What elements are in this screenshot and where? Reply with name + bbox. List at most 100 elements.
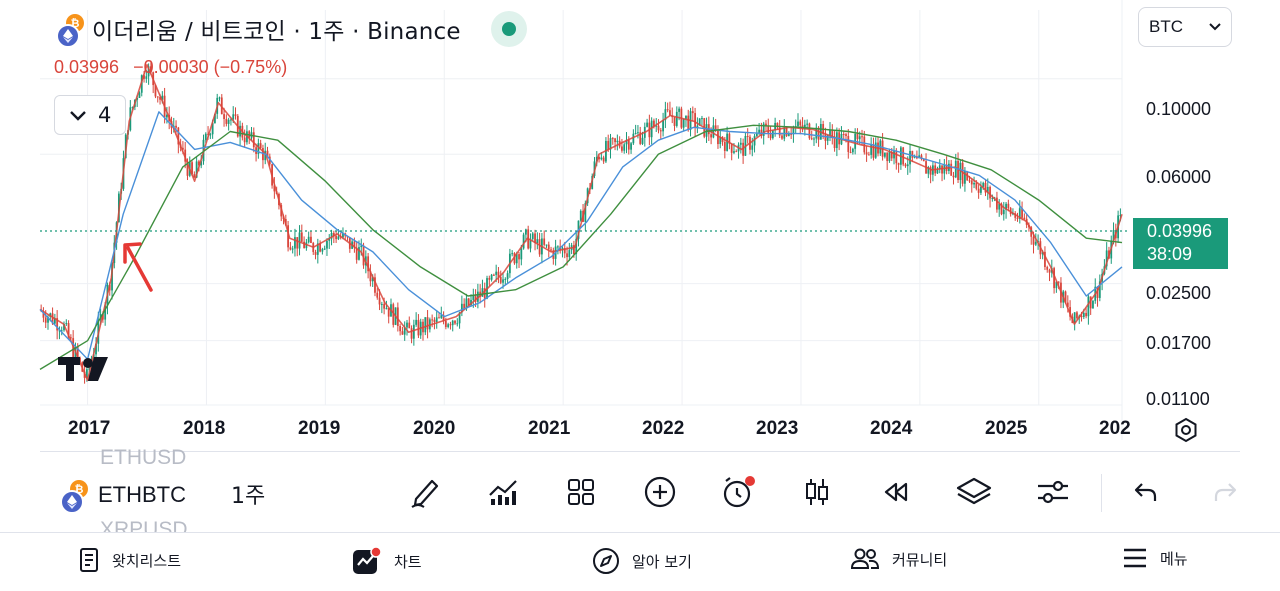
candle-body <box>303 241 305 249</box>
candle-body <box>888 151 891 162</box>
layout-grid-icon[interactable] <box>561 472 601 512</box>
undo-icon[interactable] <box>1126 472 1166 512</box>
candle-body <box>403 327 406 335</box>
symbol-next[interactable]: XRPUSD <box>100 518 188 532</box>
candle-body <box>1066 302 1069 308</box>
candle-body <box>316 243 319 255</box>
candle-body <box>376 292 379 298</box>
candle-body <box>929 167 932 175</box>
candle-body <box>792 127 795 135</box>
nav-community[interactable]: 커뮤니티 <box>850 547 947 571</box>
candle-body <box>85 369 88 378</box>
candle-body <box>1064 291 1067 303</box>
candle-body <box>973 182 975 185</box>
indicators-toggle-button[interactable]: 4 <box>54 95 126 135</box>
candle-body <box>787 133 790 136</box>
nav-explore[interactable]: 알아 보기 <box>592 547 692 575</box>
candle-body <box>776 122 779 128</box>
candle-body <box>687 115 690 130</box>
candle-body <box>58 330 61 332</box>
candle-body <box>47 316 49 323</box>
symbol-picker[interactable]: ETHUSD ₿ ETHBTC XRPUSD <box>58 446 218 532</box>
candle-body <box>806 123 809 125</box>
time-axis-label: 2018 <box>183 418 226 439</box>
symbol-current[interactable]: ₿ ETHBTC <box>58 480 186 514</box>
candle-body <box>655 125 658 127</box>
candle-body <box>735 151 738 153</box>
candle-body <box>982 182 985 187</box>
candle-body <box>922 159 925 162</box>
candle-body <box>410 328 413 339</box>
candle-body <box>252 132 255 148</box>
nav-menu[interactable]: 메뉴 <box>1122 547 1188 569</box>
candle-body <box>950 163 953 176</box>
candle-body <box>573 245 575 255</box>
candle-body <box>858 136 861 140</box>
candle-body <box>488 278 491 280</box>
time-axis-label: 2024 <box>870 418 913 439</box>
layers-icon[interactable] <box>954 472 994 512</box>
market-status-indicator[interactable] <box>491 11 527 47</box>
candle-body <box>765 123 767 126</box>
candle-body <box>733 151 735 153</box>
candle-body <box>632 133 635 144</box>
candle-body <box>314 252 317 255</box>
price-chart[interactable] <box>0 0 1280 452</box>
candle-body <box>467 298 470 306</box>
currency-select[interactable]: BTC <box>1138 7 1232 47</box>
nav-chart[interactable]: 차트 <box>352 547 422 575</box>
candle-body <box>362 245 365 266</box>
alert-clock-icon[interactable] <box>718 472 758 512</box>
tradingview-logo <box>58 357 108 381</box>
candle-body <box>701 118 703 120</box>
replay-icon[interactable] <box>876 472 916 512</box>
interval-button[interactable]: 1주 <box>231 484 266 509</box>
candle-body <box>515 254 518 264</box>
candle-body <box>911 150 914 158</box>
candle-body <box>874 142 877 158</box>
candle-body <box>442 315 445 321</box>
candle-body <box>456 323 459 325</box>
candle-body <box>353 241 356 248</box>
candle-body <box>358 247 360 260</box>
indicators-icon[interactable] <box>483 472 523 512</box>
add-icon[interactable] <box>640 472 680 512</box>
candle-body <box>646 122 648 127</box>
candle-body <box>813 138 815 140</box>
chart-settings-icon[interactable] <box>1172 416 1200 444</box>
candle-body <box>817 127 820 140</box>
candle-body <box>227 119 230 124</box>
settings-sliders-icon[interactable] <box>1033 472 1073 512</box>
candle-body <box>568 250 571 258</box>
candle-body <box>547 244 550 250</box>
symbol-header[interactable]: ₿ 이더리움 / 비트코인 · 1주 · Binance <box>54 12 461 48</box>
candle-body <box>1044 251 1046 267</box>
candle-body <box>584 203 587 222</box>
candle-body <box>177 127 180 145</box>
candle-body <box>758 129 761 134</box>
candle-body <box>842 134 845 136</box>
time-axis-label: 202 <box>1099 418 1131 439</box>
candle-body <box>1034 241 1037 245</box>
candle-body <box>961 162 964 184</box>
candle-body <box>266 150 269 157</box>
chevron-down-icon <box>1209 23 1221 31</box>
candle-body <box>323 248 326 250</box>
candle-body <box>307 236 310 243</box>
candle-body <box>156 96 159 98</box>
candle-body <box>664 109 667 120</box>
pencil-icon[interactable] <box>405 472 445 512</box>
coin-pair-icon: ₿ <box>54 14 86 48</box>
candle-body <box>65 323 68 325</box>
nav-watchlist[interactable]: 왓치리스트 <box>78 547 181 573</box>
candle-body <box>970 180 973 185</box>
candle-body <box>550 249 552 251</box>
candle-body <box>79 357 81 363</box>
candle-body <box>56 318 59 331</box>
symbol-prev[interactable]: ETHUSD <box>100 446 187 469</box>
candle-body <box>440 315 443 318</box>
candle-body <box>399 326 402 332</box>
candle-body <box>262 148 264 161</box>
candles-icon[interactable] <box>797 472 837 512</box>
candle-body <box>543 238 546 245</box>
